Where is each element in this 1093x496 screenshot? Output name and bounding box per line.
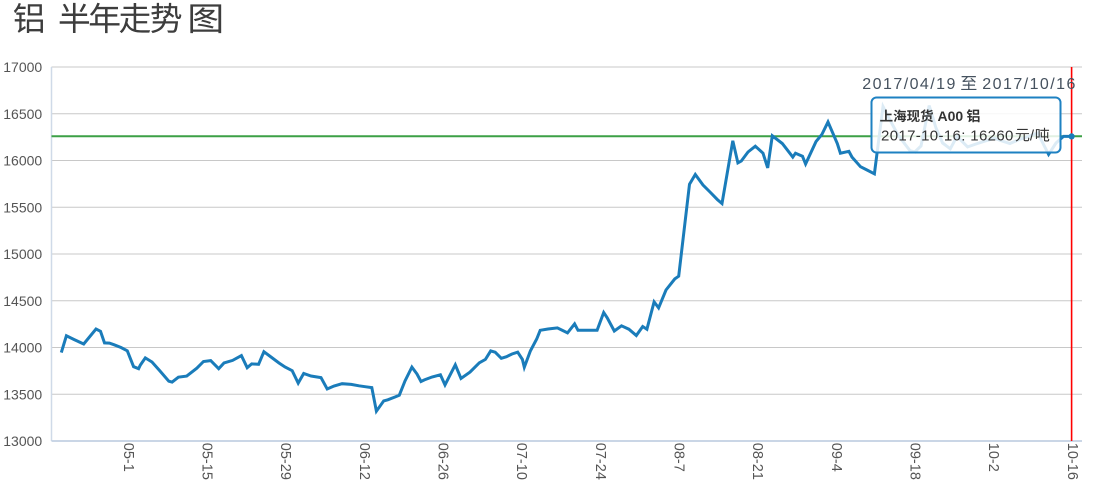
- svg-text:16500: 16500: [3, 106, 42, 122]
- svg-text:14000: 14000: [3, 340, 42, 356]
- svg-text:09-18: 09-18: [907, 443, 923, 480]
- svg-text:14500: 14500: [3, 293, 42, 309]
- svg-text:08-21: 08-21: [749, 443, 765, 480]
- svg-text:10-2: 10-2: [985, 443, 1001, 472]
- svg-text:/: /: [1030, 127, 1035, 144]
- svg-text:15500: 15500: [3, 199, 42, 215]
- svg-text:15000: 15000: [3, 246, 42, 262]
- svg-text:17000: 17000: [3, 59, 42, 75]
- svg-text:A00: A00: [938, 108, 964, 124]
- svg-text:13000: 13000: [3, 433, 42, 449]
- svg-text:2017-10-16: 16260: 2017-10-16: 16260: [881, 127, 1014, 144]
- svg-text:06-12: 06-12: [356, 443, 372, 480]
- svg-text:2017/04/19: 2017/04/19: [862, 76, 957, 93]
- svg-text:09-4: 09-4: [828, 443, 844, 472]
- svg-text:05-1: 05-1: [120, 443, 136, 472]
- svg-text:05-15: 05-15: [199, 443, 215, 480]
- svg-text:16000: 16000: [3, 153, 42, 169]
- svg-text:05-29: 05-29: [277, 443, 293, 480]
- svg-text:13500: 13500: [3, 386, 42, 402]
- svg-text:08-7: 08-7: [671, 443, 687, 472]
- svg-text:07-24: 07-24: [592, 443, 608, 480]
- svg-text:10-16: 10-16: [1064, 443, 1080, 480]
- svg-text:06-26: 06-26: [435, 443, 451, 480]
- svg-text:2017/10/16: 2017/10/16: [982, 76, 1077, 93]
- svg-text:07-10: 07-10: [513, 443, 529, 480]
